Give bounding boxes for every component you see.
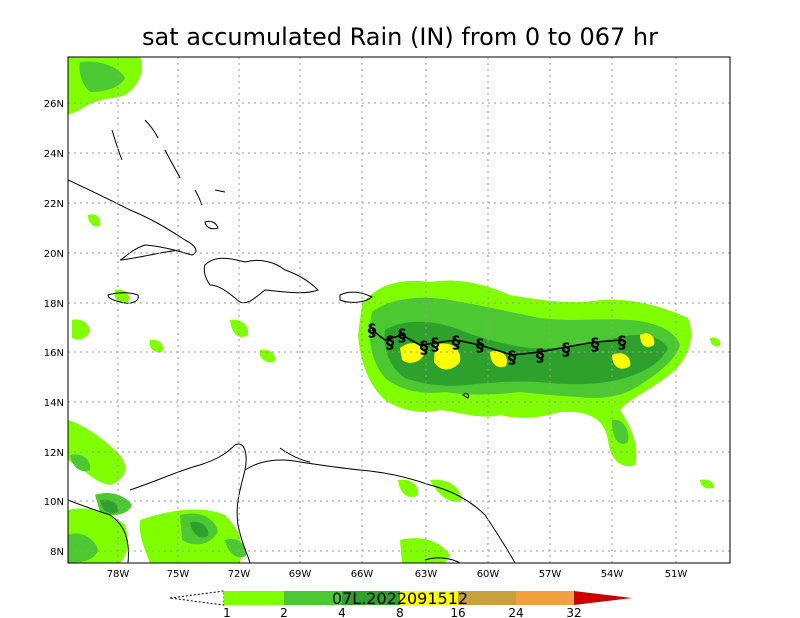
colorbar-label: 24 xyxy=(508,606,523,618)
hurricane-symbol-icon: § xyxy=(431,335,440,355)
storm-track: §§ §§ § § §§ § § § § xyxy=(368,321,627,368)
longitude-labels: 78W 75W 72W 69W 66W 63W 60W 57W 54W 51W xyxy=(107,569,688,580)
colorbar-bin-5 xyxy=(458,591,516,605)
colorbar: 07L.2022091512 1 2 4 8 16 24 32 xyxy=(169,589,632,618)
hurricane-symbol-icon: § xyxy=(536,346,545,366)
lon-tick-label: 69W xyxy=(289,569,312,580)
lat-tick-label: 18N xyxy=(44,299,64,310)
lat-tick-label: 26N xyxy=(44,99,64,110)
hurricane-symbol-icon: § xyxy=(591,335,600,355)
colorbar-label: 4 xyxy=(338,606,346,618)
lon-tick-label: 66W xyxy=(351,569,374,580)
lon-tick-label: 75W xyxy=(167,569,190,580)
hurricane-symbol-icon: § xyxy=(618,333,627,353)
lat-tick-label: 20N xyxy=(44,249,64,260)
hurricane-symbol-icon: § xyxy=(452,333,461,353)
hurricane-symbol-icon: § xyxy=(386,333,395,353)
hurricane-symbol-icon: § xyxy=(562,340,571,360)
hurricane-symbol-icon: § xyxy=(508,348,517,368)
lat-lon-grid xyxy=(68,57,730,563)
colorbar-bin-1 xyxy=(224,591,284,605)
lon-tick-label: 72W xyxy=(228,569,251,580)
latitude-labels: 26N 24N 22N 20N 18N 16N 14N 12N 10N 8N xyxy=(44,99,64,558)
lat-tick-label: 14N xyxy=(44,398,64,409)
lon-tick-label: 63W xyxy=(415,569,438,580)
rain-yellow xyxy=(400,333,655,370)
colorbar-bin-2 xyxy=(284,591,342,605)
lat-tick-label: 22N xyxy=(44,199,64,210)
hurricane-symbol-icon: § xyxy=(420,338,429,358)
colorbar-bin-6 xyxy=(516,591,574,605)
colorbar-label: 8 xyxy=(396,606,404,618)
lat-tick-label: 10N xyxy=(44,497,64,508)
storm-id-stamp: 07L.2022091512 xyxy=(332,589,468,608)
lat-tick-label: 8N xyxy=(50,547,64,558)
track-symbols: §§ §§ § § §§ § § § § xyxy=(368,321,627,368)
lat-tick-label: 16N xyxy=(44,348,64,359)
lat-tick-label: 24N xyxy=(44,149,64,160)
hurricane-symbol-icon: § xyxy=(476,336,485,356)
colorbar-label: 1 xyxy=(223,606,231,618)
colorbar-label: 32 xyxy=(566,606,581,618)
map-body: §§ §§ § § §§ § § § § xyxy=(68,57,730,563)
colorbar-end-arrow xyxy=(574,591,632,605)
colorbar-bin-4 xyxy=(400,591,458,605)
lon-tick-label: 60W xyxy=(477,569,500,580)
map-border xyxy=(67,56,731,564)
colorbar-bin-3 xyxy=(342,591,400,605)
track-line xyxy=(371,329,623,356)
lon-tick-label: 78W xyxy=(107,569,130,580)
lon-tick-label: 57W xyxy=(539,569,562,580)
lon-tick-label: 51W xyxy=(665,569,688,580)
colorbar-label: 2 xyxy=(280,606,288,618)
coastlines xyxy=(68,119,516,563)
colorbar-start-arrow xyxy=(169,590,225,606)
colorbar-label: 16 xyxy=(450,606,465,618)
hurricane-symbol-icon: § xyxy=(368,321,377,341)
lat-tick-label: 12N xyxy=(44,448,64,459)
lon-tick-label: 54W xyxy=(601,569,624,580)
hurricane-symbol-icon: § xyxy=(398,326,407,346)
colorbar-labels: 1 2 4 8 16 24 32 xyxy=(223,606,581,618)
map-title: sat accumulated Rain (IN) from 0 to 067 … xyxy=(142,23,658,51)
